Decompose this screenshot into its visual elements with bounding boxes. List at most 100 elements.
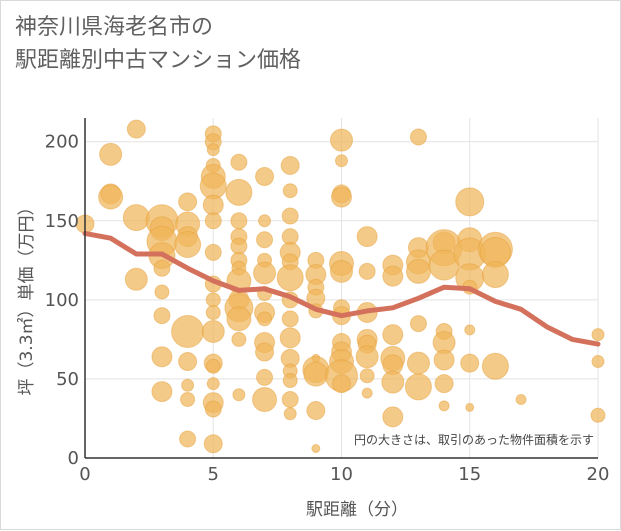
bubble-point — [406, 351, 430, 375]
y-axis-title: 坪（3.3㎡）単価（万円） — [17, 198, 37, 395]
y-tick-label: 50 — [56, 369, 79, 390]
bubble-point — [460, 353, 480, 373]
bubble-point — [256, 231, 274, 249]
bubble-point — [280, 155, 300, 175]
bubble-point — [382, 406, 404, 428]
bubble-point — [591, 355, 605, 369]
bubble-point — [281, 390, 299, 408]
y-tick-label: 200 — [45, 132, 79, 153]
bubble-point — [126, 119, 146, 139]
bubble-point — [382, 324, 404, 346]
bubble-point — [330, 128, 353, 152]
bubble-point — [358, 262, 376, 280]
bubble-point — [204, 400, 222, 418]
chart-title: 神奈川県海老名市の 駅距離別中古マンション価格 — [15, 11, 301, 77]
bubble-point — [205, 358, 221, 374]
bubble-point — [381, 370, 405, 394]
bubble-point — [204, 243, 222, 261]
bubble-point — [404, 373, 432, 401]
bubble-point — [124, 267, 148, 291]
bubble-point — [311, 444, 321, 454]
x-tick-label: 5 — [208, 464, 219, 485]
bubble-point — [281, 207, 299, 225]
chart-title-line-2: 駅距離別中古マンション価格 — [15, 48, 302, 73]
bubble-point — [171, 314, 205, 348]
bubble-point — [433, 349, 455, 371]
bubble-point — [591, 328, 605, 342]
bubble-point — [225, 178, 253, 206]
bubble-point — [281, 310, 299, 328]
bubble-point — [181, 378, 195, 392]
bubble-point — [230, 212, 248, 230]
bubble-layer — [75, 119, 606, 454]
bubble-point — [151, 381, 173, 403]
bubble-point — [99, 142, 123, 166]
bubble-point — [355, 345, 379, 369]
bubble-point — [232, 388, 246, 402]
bubble-point — [332, 374, 351, 394]
size-note: 円の大きさは、取引のあった物件面積を示す — [354, 432, 594, 447]
bubble-point — [361, 387, 373, 399]
bubble-point — [282, 183, 298, 199]
bubble-point — [122, 204, 150, 232]
chart-title-line-1: 神奈川県海老名市の — [15, 15, 214, 40]
bubble-point — [204, 212, 222, 230]
bubble-point — [255, 342, 275, 362]
bubble-point — [153, 307, 171, 325]
x-tick-label: 20 — [587, 464, 610, 485]
x-tick-label: 10 — [330, 464, 353, 485]
bubble-point — [465, 402, 475, 412]
y-tick-label: 150 — [45, 211, 79, 232]
bubble-point — [174, 231, 202, 259]
bubble-point — [515, 393, 527, 405]
bubble-point — [464, 324, 476, 336]
bubble-point — [256, 368, 274, 386]
bubble-point — [330, 259, 353, 283]
bubble-point — [434, 374, 454, 394]
bubble-point — [178, 352, 198, 372]
bubble-point — [253, 261, 277, 285]
bubble-point — [98, 184, 124, 210]
bubble-point — [179, 430, 197, 448]
bubble-point — [153, 259, 171, 277]
bubble-point — [306, 401, 326, 421]
bubble-point — [303, 361, 329, 387]
bubble-point — [590, 407, 606, 423]
bubble-point — [438, 400, 450, 412]
y-tick-label: 100 — [45, 290, 79, 311]
average-price-line — [82, 230, 601, 347]
bubble-point — [455, 187, 485, 217]
bubble-point — [178, 192, 198, 212]
bubble-point — [206, 143, 220, 157]
bubble-point — [409, 128, 427, 146]
bubble-point — [180, 391, 196, 407]
bubble-point — [331, 186, 352, 208]
bubble-point — [276, 264, 304, 292]
bubble-point — [151, 346, 173, 368]
x-axis-title: 駅距離（分） — [306, 500, 408, 520]
bubble-point — [359, 368, 375, 384]
bubble-point — [203, 434, 223, 454]
bubble-point — [481, 261, 509, 289]
bubble-point — [202, 194, 224, 216]
bubble-point — [283, 407, 297, 421]
bubble-point — [252, 386, 278, 412]
bubble-point — [226, 306, 252, 332]
bubble-point — [206, 377, 220, 391]
bubble-point — [154, 284, 170, 300]
bubble-point — [335, 154, 348, 168]
bubble-point — [205, 305, 221, 321]
bubble-point — [356, 226, 378, 248]
bubble-point — [255, 167, 275, 187]
bubble-point — [282, 373, 298, 389]
x-tick-label: 0 — [79, 464, 90, 485]
bubble-point — [382, 265, 404, 287]
line-layer — [82, 230, 601, 347]
bubble-point — [205, 292, 221, 308]
y-tick-label: 0 — [68, 448, 79, 469]
bubble-point — [257, 311, 273, 327]
bubble-point — [231, 331, 247, 347]
